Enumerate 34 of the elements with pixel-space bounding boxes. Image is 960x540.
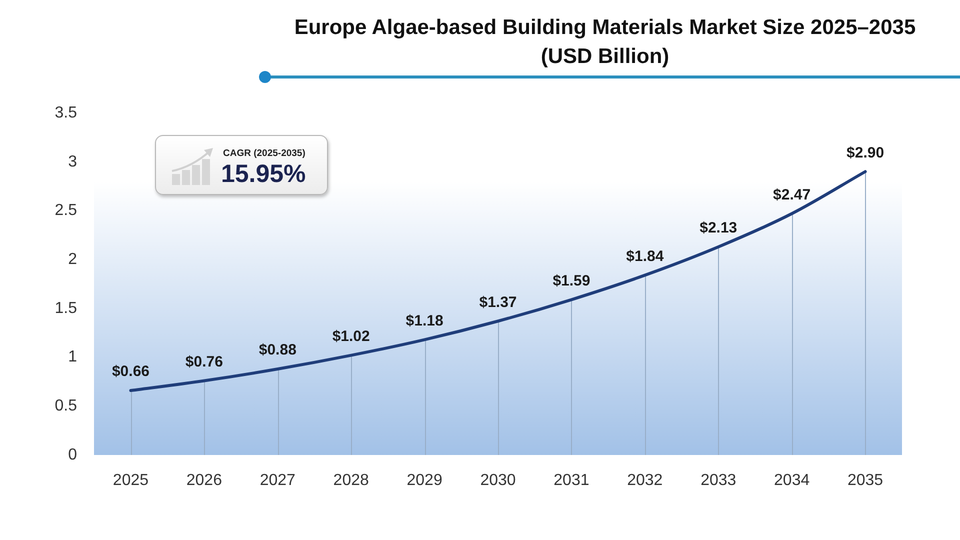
x-tick-label: 2034 xyxy=(774,472,810,490)
x-tick-label: 2033 xyxy=(700,472,736,490)
callout-box: CAGR (2025-2035) 15.95% xyxy=(155,135,328,195)
x-tick-label: 2030 xyxy=(480,472,516,490)
x-tick-label: 2028 xyxy=(333,472,369,490)
y-tick-label: 0.5 xyxy=(54,398,78,415)
y-tick-label: 1 xyxy=(68,348,78,366)
y-tick-label: 0 xyxy=(68,446,78,464)
data-label: $0.88 xyxy=(258,342,296,359)
annotation: CAGR (2025-2035) xyxy=(223,148,306,159)
y-tick-label: 2.5 xyxy=(54,202,78,220)
chart-title: Europe Algae-based Building Materials Market Size 2025–2035 (USD Billion) xyxy=(293,15,917,70)
data-label: $1.37 xyxy=(479,294,517,311)
x-tick-label: 2027 xyxy=(260,472,296,490)
y-tick-label: 3 xyxy=(68,153,78,170)
data-label: $2.90 xyxy=(846,144,884,162)
y-tick-label: 2 xyxy=(68,250,78,268)
data-label: $1.02 xyxy=(332,328,370,345)
x-tick-label: 2029 xyxy=(406,472,442,490)
data-label: $1.84 xyxy=(626,248,664,265)
x-tick-label: 2032 xyxy=(627,472,663,490)
y-tick-label: 3.5 xyxy=(54,104,78,122)
x-tick-label: 2031 xyxy=(554,472,590,490)
x-tick-label: 2026 xyxy=(186,472,222,490)
data-label: $2.13 xyxy=(700,220,738,237)
data-label: $0.76 xyxy=(185,353,223,370)
x-tick-label: 2025 xyxy=(112,472,149,490)
y-tick-label: 1.5 xyxy=(54,300,78,317)
data-label: $1.59 xyxy=(552,272,590,290)
data-label: $0.66 xyxy=(112,363,150,380)
data-label: $2.47 xyxy=(773,186,811,204)
annotation: 15.95% xyxy=(221,160,306,189)
data-label: $1.18 xyxy=(406,312,444,330)
x-tick-label: 2035 xyxy=(847,472,884,490)
